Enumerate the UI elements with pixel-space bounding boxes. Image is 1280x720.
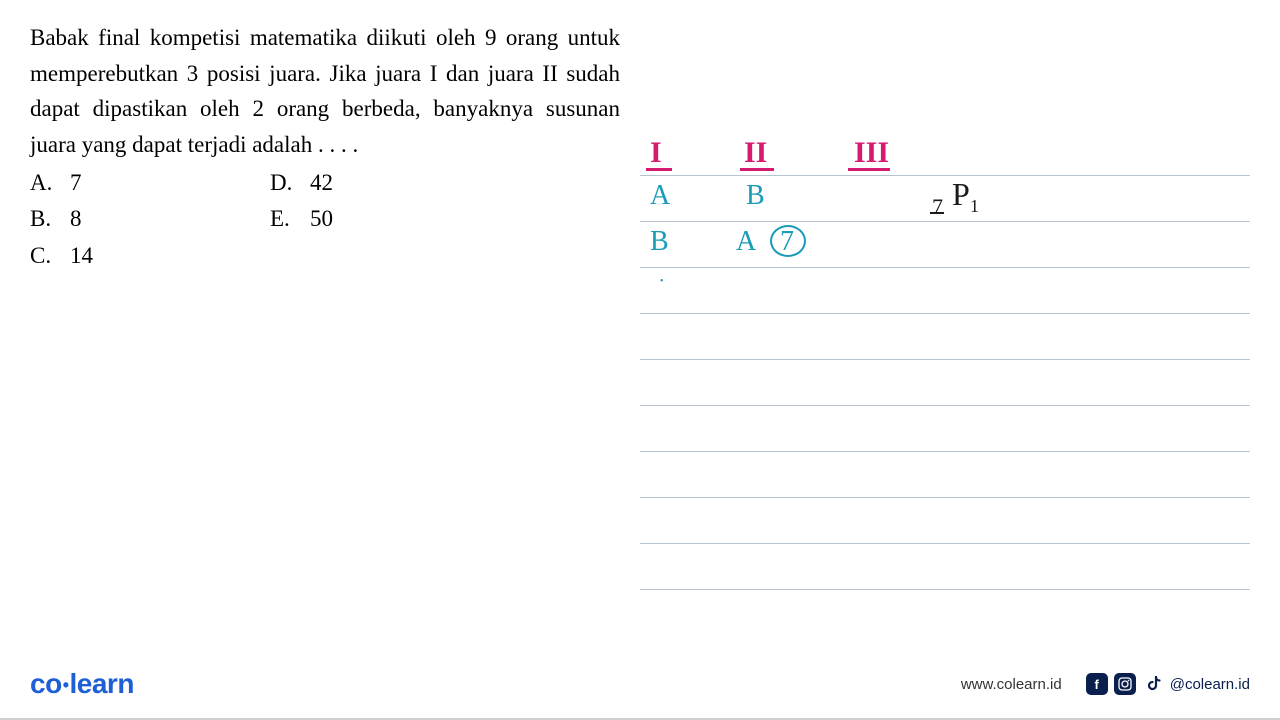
footer-right: www.colearn.id f @colearn.id bbox=[961, 673, 1250, 695]
question-panel: Babak final kompetisi matematika diikuti… bbox=[30, 20, 640, 640]
website-url: www.colearn.id bbox=[961, 676, 1062, 693]
work-r2c2: A bbox=[736, 226, 756, 258]
paper-line: A B 7 P 1 bbox=[640, 176, 1250, 222]
option-b: B. 8 bbox=[30, 201, 270, 238]
option-d: D. 42 bbox=[270, 165, 510, 202]
colearn-logo: co•learn bbox=[30, 668, 134, 700]
option-c: C. 14 bbox=[30, 238, 270, 275]
formula-sub1: 1 bbox=[970, 196, 979, 217]
paper-line bbox=[640, 498, 1250, 544]
work-r1c2: B bbox=[746, 180, 765, 212]
header-roman-1: I bbox=[650, 136, 662, 170]
workspace-panel: I II III A B 7 P 1 B A 7 bbox=[640, 20, 1250, 640]
option-e: E. 50 bbox=[270, 201, 510, 238]
paper-line bbox=[640, 452, 1250, 498]
formula-seven: 7 bbox=[932, 194, 943, 220]
footer: co•learn www.colearn.id f @colearn.id bbox=[0, 650, 1280, 720]
header-roman-3: III bbox=[854, 136, 889, 170]
formula-p: P bbox=[952, 176, 970, 213]
paper-line: B A 7 bbox=[640, 222, 1250, 268]
lined-paper: I II III A B 7 P 1 B A 7 bbox=[640, 130, 1250, 590]
circle-annotation bbox=[770, 225, 806, 257]
option-a: A. 7 bbox=[30, 165, 270, 202]
paper-line bbox=[640, 360, 1250, 406]
paper-line bbox=[640, 544, 1250, 590]
header-roman-2: II bbox=[744, 136, 767, 170]
tiktok-icon bbox=[1142, 673, 1164, 695]
social-handle: @colearn.id bbox=[1170, 676, 1250, 693]
social-group: f @colearn.id bbox=[1086, 673, 1250, 695]
paper-line: • bbox=[640, 268, 1250, 314]
work-r1c1: A bbox=[650, 180, 670, 212]
paper-line: I II III bbox=[640, 130, 1250, 176]
facebook-icon: f bbox=[1086, 673, 1108, 695]
instagram-icon bbox=[1114, 673, 1136, 695]
work-r2c1: B bbox=[650, 226, 669, 258]
answer-options: A. 7 D. 42 B. 8 bbox=[30, 165, 620, 275]
paper-line bbox=[640, 314, 1250, 360]
content-area: Babak final kompetisi matematika diikuti… bbox=[0, 0, 1280, 640]
paper-line bbox=[640, 406, 1250, 452]
question-text: Babak final kompetisi matematika diikuti… bbox=[30, 20, 620, 163]
